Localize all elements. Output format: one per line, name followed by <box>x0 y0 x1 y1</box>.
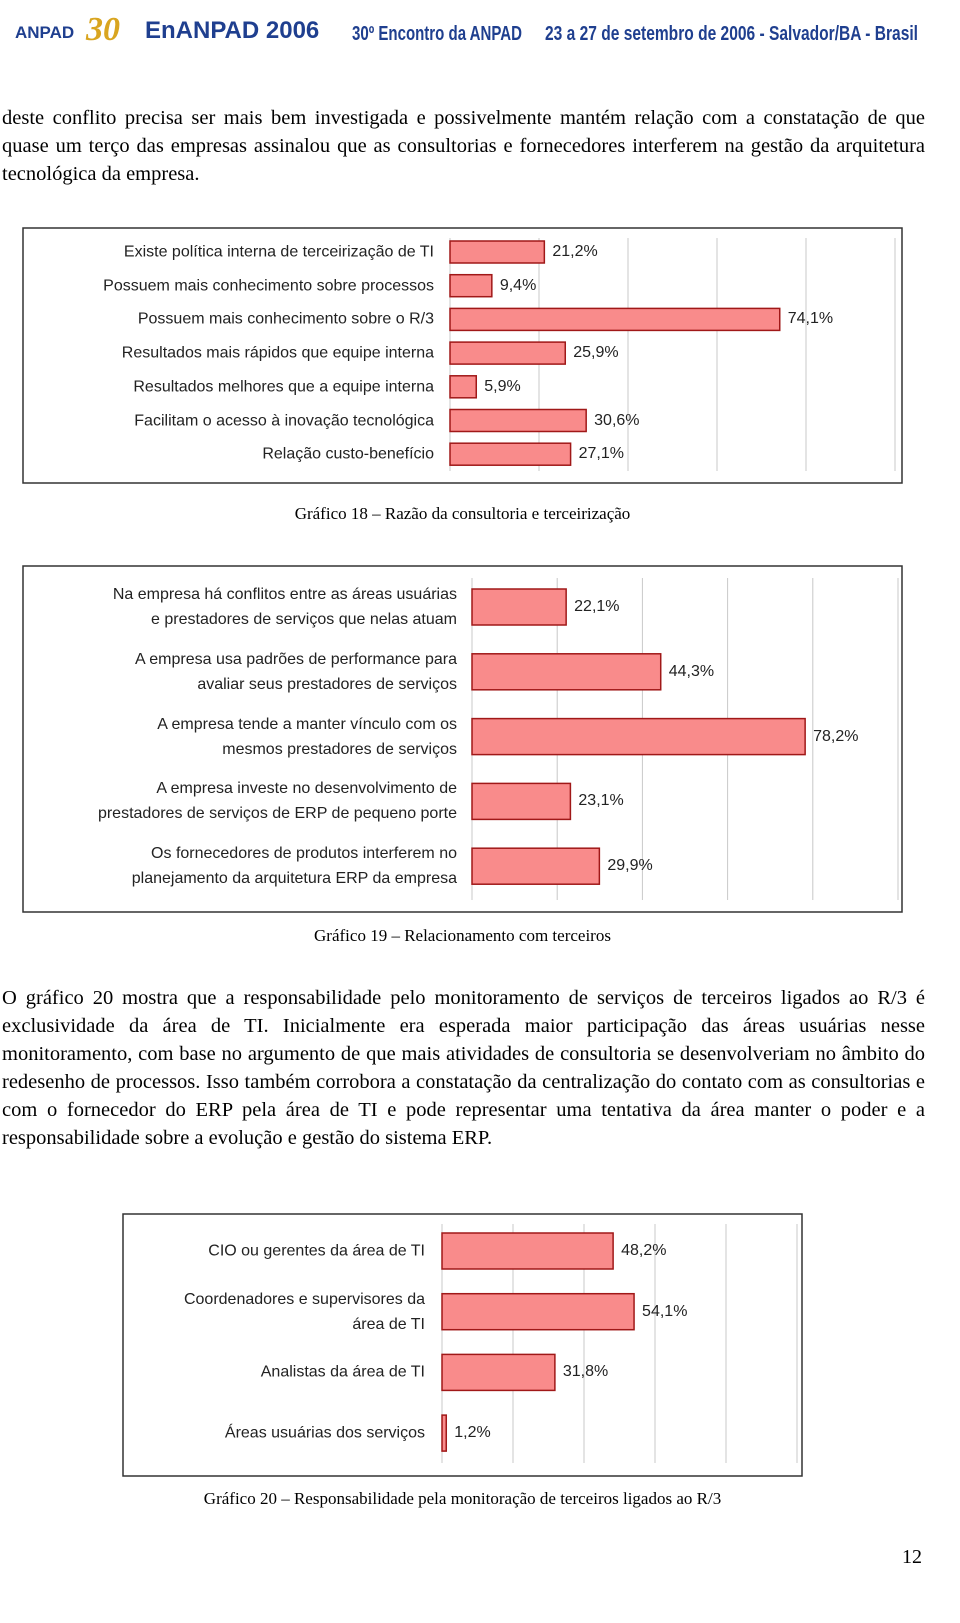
bar <box>471 588 567 626</box>
bar <box>441 1353 556 1392</box>
category-label: Os fornecedores de produtos interferem n… <box>131 845 457 888</box>
value-label: 23,1% <box>578 792 624 810</box>
value-label: 30,6% <box>594 411 640 429</box>
category-label: Analistas da área de TI <box>260 1363 425 1381</box>
value-label: 22,1% <box>574 598 620 615</box>
value-label: 78,2% <box>813 727 859 745</box>
category-label: Possuem mais conhecimento sobre processo… <box>103 277 434 295</box>
value-label: 74,1% <box>787 310 834 328</box>
value-label: 29,9% <box>607 857 653 875</box>
bar <box>449 442 572 466</box>
category-label: Existe política interna de terceirização… <box>123 243 434 261</box>
category-label: Áreas usuárias dos serviços <box>224 1424 425 1442</box>
bar <box>471 782 572 821</box>
chart-caption: Gráfico 19 – Relacionamento com terceiro… <box>314 926 611 945</box>
value-label: 27,1% <box>578 445 624 463</box>
bar <box>449 341 567 365</box>
bar <box>449 375 478 399</box>
category-label: Facilitam o acesso à inovação tecnológic… <box>134 412 434 429</box>
value-label: 5,9% <box>484 377 521 395</box>
logo: ANPAD <box>15 23 74 42</box>
bar <box>441 1292 635 1331</box>
category-label: Relação custo-benefício <box>262 445 434 463</box>
value-label: 31,8% <box>562 1363 609 1381</box>
chart-caption: Gráfico 20 – Responsabilidade pela monit… <box>203 1489 722 1508</box>
category-label: A empresa tende a manter vínculo com os … <box>157 715 457 758</box>
bar <box>441 1414 448 1452</box>
value-label: 44,3% <box>668 662 715 680</box>
logo-years: 30 <box>85 11 120 48</box>
category-label: A empresa usa padrões de performance par… <box>135 650 457 693</box>
category-label: A empresa investe no desenvolvimento de … <box>97 780 457 823</box>
category-label: Resultados melhores que a equipe interna <box>133 378 434 396</box>
bar <box>441 1232 614 1270</box>
category-label: Possuem mais conhecimento sobre o R/3 <box>137 310 434 328</box>
category-label: Resultados mais rápidos que equipe inter… <box>121 344 434 362</box>
chart-caption: Gráfico 18 – Razão da consultoria e terc… <box>294 504 631 523</box>
category-label: CIO ou gerentes da área de TI <box>208 1242 425 1260</box>
bar <box>449 408 587 433</box>
bar <box>449 307 781 332</box>
bar <box>449 273 493 298</box>
meeting: 30º Encontro da ANPAD <box>352 23 522 45</box>
value-label: 48,2% <box>621 1242 667 1259</box>
bar <box>471 717 806 756</box>
dates: 23 a 27 de setembro de 2006 - Salvador/B… <box>545 23 918 45</box>
event-name: EnANPAD 2006 <box>145 17 319 44</box>
bar <box>471 847 601 885</box>
paragraph: O gráfico 20 mostra que a responsabilida… <box>2 987 925 1149</box>
value-label: 25,9% <box>573 344 619 362</box>
value-label: 1,2% <box>454 1424 491 1442</box>
category-label: Na empresa há conflitos entre as áreas u… <box>112 586 457 628</box>
value-label: 21,2% <box>552 243 598 260</box>
category-label: Coordenadores e supervisores da área de … <box>183 1290 425 1333</box>
value-label: 54,1% <box>642 1302 688 1320</box>
paragraph: deste conflito precisa ser mais bem inve… <box>2 107 925 185</box>
bar <box>471 653 662 691</box>
value-label: 9,4% <box>499 276 537 294</box>
bar <box>449 240 546 264</box>
page-number: 12 <box>902 1546 922 1568</box>
